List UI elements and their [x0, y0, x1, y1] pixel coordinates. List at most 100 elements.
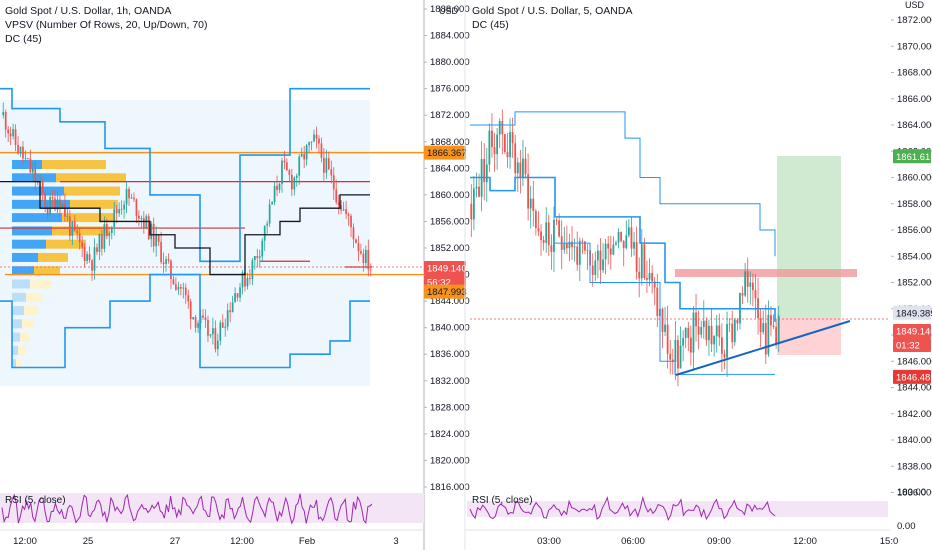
right-dc-label[interactable]: DC (45) — [472, 19, 509, 31]
left-candle — [288, 170, 291, 176]
left-dc-label[interactable]: DC (45) — [5, 33, 42, 45]
left-candle — [19, 146, 22, 154]
right-pane[interactable]: 1872.000 1870.000 1868.000 1866.000 1864.000… — [464, 0, 932, 550]
left-time-tick-4: Feb — [299, 536, 315, 547]
left-candle — [49, 197, 51, 214]
left-candle — [229, 310, 232, 313]
right-candle — [661, 308, 664, 332]
left-candle — [214, 328, 217, 350]
right-candle — [736, 319, 739, 324]
left-candle — [81, 242, 84, 248]
profile-down-bar — [70, 199, 118, 209]
left-rsi-line — [1, 493, 373, 525]
right-candle — [602, 259, 604, 271]
right-candle — [720, 337, 723, 354]
left-candle — [352, 227, 355, 240]
left-price-tick-15: 1828.000 — [430, 402, 470, 413]
right-rsi-tick-0: 0.00 — [897, 521, 916, 532]
left-price-tick-2: 1880.000 — [430, 57, 470, 68]
right-candle — [532, 198, 535, 211]
right-candles — [470, 109, 780, 387]
left-price-tick-11: 1844.000 — [430, 296, 470, 307]
right-candle — [565, 243, 568, 249]
left-vpsv-label[interactable]: VPSV (Number Of Rows, 20, Up/Down, 70) — [5, 19, 208, 31]
profile-up-bar — [12, 173, 56, 183]
left-candle — [157, 234, 160, 242]
right-candle — [627, 227, 630, 236]
left-candle — [12, 129, 14, 137]
right-candle — [638, 271, 641, 279]
right-candle — [705, 320, 708, 341]
left-candle — [138, 215, 140, 219]
right-price-axis[interactable]: 1872.000 1870.000 1868.000 1866.000 1864.000… — [891, 15, 932, 499]
right-symbol-title[interactable]: Gold Spot / U.S. Dollar, 5, OANDA — [472, 5, 633, 17]
left-candle — [123, 204, 125, 210]
left-candle — [273, 185, 276, 202]
left-currency-label: USD — [439, 6, 459, 16]
left-candle — [347, 214, 350, 216]
left-pane[interactable]: 1888.000 1884.000 1880.000 1876.000 1872.000… — [0, 0, 470, 550]
right-candle — [568, 241, 571, 249]
left-candle — [187, 295, 190, 302]
left-candle — [350, 215, 352, 228]
right-candle — [488, 130, 491, 165]
left-candle — [219, 322, 222, 341]
right-candle — [622, 241, 625, 249]
left-candle — [125, 188, 128, 205]
right-candle — [633, 241, 635, 249]
left-candle — [212, 328, 214, 335]
left-candle — [234, 293, 236, 303]
right-candle — [573, 246, 576, 248]
left-candle — [362, 253, 365, 263]
right-candle — [643, 244, 646, 278]
left-price-tick-8: 1856.000 — [430, 216, 470, 227]
ascending-trendline[interactable] — [675, 320, 851, 376]
right-candle — [472, 188, 475, 220]
left-candle — [298, 156, 301, 176]
right-candle — [584, 241, 586, 251]
right-candle — [596, 250, 599, 261]
left-candle — [253, 255, 256, 261]
left-price-tick-12: 1840.000 — [430, 323, 470, 334]
left-candle — [113, 209, 116, 227]
left-candle — [276, 185, 278, 190]
left-time-tick-1: 25 — [83, 536, 94, 547]
left-candle — [293, 177, 296, 190]
right-price-tick-2: 1868.000 — [897, 68, 932, 79]
right-candle — [516, 162, 519, 174]
profile-down-bar — [42, 160, 106, 170]
left-candle — [194, 317, 197, 328]
left-price-axis[interactable]: 1888.000 1884.000 1880.000 1876.000 1872.000… — [424, 4, 470, 493]
right-candle — [731, 323, 734, 343]
right-price-tick-15: 1842.000 — [897, 409, 932, 420]
left-price-tick-14: 1832.000 — [430, 376, 470, 387]
left-candle — [364, 249, 367, 263]
left-price-tick-13: 1836.000 — [430, 349, 470, 360]
right-candle — [708, 325, 710, 341]
left-candle — [271, 201, 273, 205]
right-candle — [695, 312, 697, 327]
right-candle — [677, 339, 679, 369]
profile-up-bar — [12, 213, 62, 223]
left-candle — [283, 160, 286, 163]
left-symbol-title[interactable]: Gold Spot / U.S. Dollar, 1h, OANDA — [5, 5, 172, 17]
left-badge-upper-orange: 1866.367 — [427, 148, 467, 159]
right-candle — [586, 250, 589, 252]
right-candle — [483, 159, 486, 183]
profile-down-bar — [56, 173, 126, 183]
right-candle — [749, 282, 752, 287]
right-candle — [578, 240, 581, 265]
right-time-axis[interactable]: 03:00 06:00 09:00 12:00 15:0 — [537, 536, 898, 547]
left-price-tick-1: 1884.000 — [430, 31, 470, 42]
right-candle — [558, 220, 561, 237]
resistance-zone — [675, 269, 857, 277]
left-time-axis[interactable]: 12:00 25 27 12:00 Feb 3 — [13, 536, 399, 547]
right-badge-stop-bg — [893, 369, 931, 384]
right-rsi-label: RSI (5, close) — [472, 495, 533, 506]
left-candle — [170, 260, 172, 280]
right-candle — [764, 323, 767, 355]
profile-up-bar — [12, 359, 16, 369]
right-currency-label: USD — [905, 0, 925, 10]
right-price-tick-3: 1866.000 — [897, 94, 932, 105]
right-candle — [710, 325, 713, 345]
